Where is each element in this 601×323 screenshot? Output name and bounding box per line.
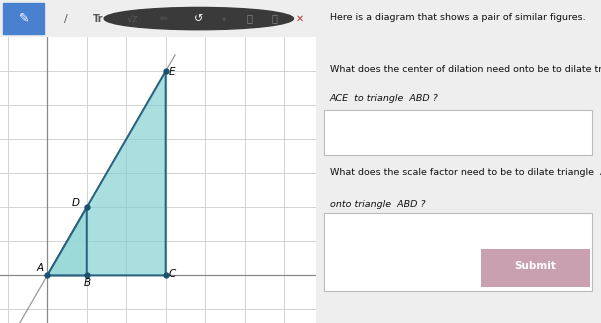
Text: Here is a diagram that shows a pair of similar figures.: Here is a diagram that shows a pair of s… (330, 13, 585, 22)
Text: What does the center of dilation need onto be to dilate triangle: What does the center of dilation need on… (330, 65, 601, 74)
Text: What does the scale factor need to be to dilate triangle  ACE: What does the scale factor need to be to… (330, 168, 601, 177)
Text: C: C (169, 269, 176, 279)
Text: ⌣: ⌣ (272, 14, 278, 24)
Text: ↺: ↺ (194, 14, 204, 24)
Text: D: D (72, 198, 80, 208)
Text: A: A (36, 263, 43, 273)
Text: onto triangle  ABD ?: onto triangle ABD ? (330, 200, 426, 209)
Text: /: / (64, 14, 68, 24)
Text: ✎: ✎ (19, 12, 29, 25)
FancyBboxPatch shape (481, 249, 590, 287)
Text: ▾: ▾ (222, 14, 226, 23)
Text: B: B (84, 278, 91, 288)
Text: ✕: ✕ (296, 14, 304, 24)
Polygon shape (47, 71, 166, 275)
Polygon shape (47, 207, 87, 275)
FancyBboxPatch shape (324, 213, 593, 291)
Text: Submit: Submit (514, 262, 557, 271)
FancyBboxPatch shape (324, 110, 593, 155)
Text: Tr: Tr (93, 14, 103, 24)
Text: ACE  to triangle  ABD ?: ACE to triangle ABD ? (330, 94, 439, 103)
Circle shape (104, 7, 293, 30)
Text: E: E (169, 67, 175, 77)
Text: √z: √z (127, 14, 138, 24)
Text: ✏: ✏ (160, 14, 168, 24)
Text: ⌢: ⌢ (246, 14, 252, 24)
Bar (3, 3, 44, 34)
